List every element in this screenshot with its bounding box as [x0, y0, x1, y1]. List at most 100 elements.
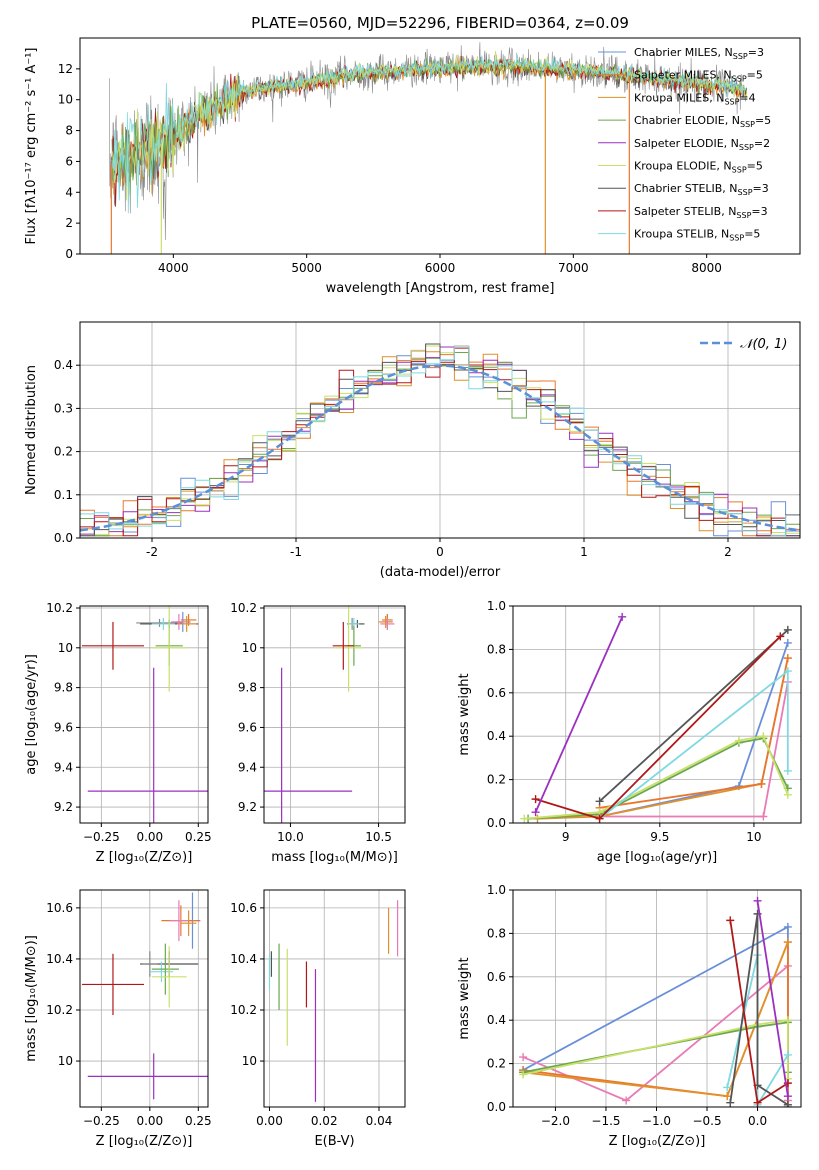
normal-curve	[80, 364, 800, 532]
weight-marker	[531, 795, 540, 804]
weight-line	[522, 1019, 789, 1079]
weight-Z-panel: −2.0 −1.5 −1.0 −0.5 0.0 0.0 0.2 0.4 0.6 0.8 1.0 Z […	[457, 883, 802, 1149]
y-tick-label: 10	[58, 1054, 73, 1068]
x-tick-label: 9	[562, 830, 570, 844]
y-tick-label: 9.4	[54, 760, 73, 774]
x-axis-label: Z [log₁₀(Z/Z⊙)]	[96, 1134, 193, 1149]
legend-tail: =5	[755, 114, 771, 127]
legend-subscript: SSP	[732, 75, 747, 84]
legend-tail: =5	[744, 228, 760, 241]
x-tick-label: 0.00	[136, 1114, 163, 1128]
y-tick-label: 0.4	[487, 1013, 506, 1027]
x-tick-label: 10.5	[365, 830, 392, 844]
weight-line	[522, 925, 789, 1107]
spectrum-plot-area	[109, 42, 748, 254]
x-axis-label: mass [log₁₀(M/M⊙)]	[271, 850, 398, 865]
x-tick-label: 1	[580, 545, 588, 559]
x-tick-label: −1.5	[591, 1114, 620, 1128]
y-tick-label: 1.0	[487, 599, 506, 613]
x-tick-label: -1	[290, 545, 302, 559]
age-mass-panel: 10.0 10.5 9.2 9.4 9.6 9.8 10 10.2 mass [log₁₀(M/…	[230, 601, 406, 865]
weight-marker	[783, 638, 792, 647]
weight-line	[534, 616, 624, 813]
y-tick-label: 6	[65, 154, 73, 168]
weight-marker	[519, 1070, 528, 1079]
weight-line	[522, 964, 789, 1102]
axes-frame	[79, 605, 209, 824]
weight-marker	[595, 814, 604, 823]
weight-marker	[783, 1100, 792, 1107]
y-tick-label: 0.8	[487, 926, 506, 940]
errorbar-point	[332, 621, 354, 670]
y-tick-label: 9.2	[54, 800, 73, 814]
errorbar-point	[151, 617, 176, 630]
legend-label: Kroupa STELIB, NSSP=5	[634, 228, 760, 243]
axes-frame	[512, 889, 802, 1108]
weight-line	[522, 941, 789, 1105]
legend-label: Chabrier MILES, NSSP=3	[634, 46, 764, 61]
weight-plot-area	[520, 612, 792, 823]
y-tick-label: 8	[65, 124, 73, 138]
x-tick-label: 2	[724, 545, 732, 559]
errorbar-point	[87, 667, 208, 823]
errorbar-point	[81, 953, 144, 1016]
errorbar-plot-area	[264, 606, 395, 823]
weight-line	[598, 629, 789, 802]
x-tick-label: 0.0	[748, 1114, 767, 1128]
y-tick-label: 2	[65, 216, 73, 230]
x-tick-label: 0.00	[136, 830, 163, 844]
weight-marker	[783, 790, 792, 799]
errorbar-point	[334, 606, 363, 692]
x-tick-label: 10.0	[277, 830, 304, 844]
legend-tail: =4	[739, 91, 755, 104]
legend-subscript: SSP	[724, 97, 739, 106]
x-axis-label: Z [log₁₀(Z/Z⊙)]	[609, 1134, 706, 1149]
errorbar-point	[264, 667, 353, 823]
spectrum-legend: Chabrier MILES, NSSP=3 Salpeter MILES, NS…	[598, 46, 771, 243]
legend-subscript: SSP	[740, 120, 755, 129]
y-tick-label: 0.0	[54, 531, 73, 545]
weight-marker	[783, 654, 792, 663]
y-tick-label: 0.6	[487, 686, 506, 700]
weight-marker	[759, 812, 768, 821]
x-tick-label: 5000	[291, 261, 322, 275]
y-tick-label: 10.2	[230, 1003, 257, 1017]
y-tick-label: 10	[58, 641, 73, 655]
weight-marker	[783, 922, 792, 931]
weight-line	[756, 900, 789, 1097]
y-tick-label: 9.4	[238, 760, 257, 774]
y-tick-label: 10	[58, 93, 73, 107]
weight-marker	[783, 766, 792, 775]
x-tick-label: −0.25	[83, 1114, 120, 1128]
weight-plot-area	[519, 896, 792, 1107]
errorbar-point	[151, 606, 187, 692]
x-tick-label: 10	[746, 830, 761, 844]
residuals-panel: -2 -1 0 1 2 0.0 0.1 0.2 0.3 0.4 (data-model)/error…	[24, 321, 801, 580]
weight-marker	[759, 732, 768, 741]
mass-ebv-panel: 0.00 0.02 0.04 10 10.2 10.4 10.6 E(B-V)	[230, 889, 406, 1149]
y-tick-label: 9.8	[238, 681, 257, 695]
errorbar-point	[151, 946, 187, 1008]
mass-Z-panel: −0.25 0.00 0.25 10 10.2 10.4 10.6 Z [log₁₀(Z/Z⊙…	[24, 889, 212, 1149]
y-tick-label: 10.2	[230, 601, 257, 615]
errorbar-point	[380, 617, 395, 630]
weight-marker	[622, 1096, 631, 1105]
y-tick-label: 9.6	[238, 720, 257, 734]
y-tick-label: 10.2	[46, 601, 73, 615]
x-axis-label: (data-model)/error	[380, 565, 501, 580]
x-tick-label: 4000	[158, 261, 189, 275]
age-Z-panel: −0.25 0.00 0.25 9.2 9.4 9.6 9.8 10 10.2 Z [log₁₀(…	[24, 601, 212, 865]
spectrum-panel: 4000 5000 6000 7000 8000 0 2 4 6 8 10 12 wavelength …	[24, 37, 801, 296]
y-tick-label: 0.0	[487, 1100, 506, 1114]
weight-marker	[723, 1092, 732, 1101]
y-tick-label: 0.2	[487, 1057, 506, 1071]
axes-frame	[263, 889, 406, 1108]
errorbar-point	[87, 1053, 208, 1100]
y-tick-label: 10.4	[46, 952, 73, 966]
y-tick-label: 0.2	[54, 445, 73, 459]
errorbar-point	[171, 613, 187, 630]
legend-tail: =3	[751, 205, 767, 218]
legend-tail: =5	[747, 160, 763, 173]
y-tick-label: 0.1	[54, 488, 73, 502]
y-tick-label: 0.4	[54, 358, 73, 372]
